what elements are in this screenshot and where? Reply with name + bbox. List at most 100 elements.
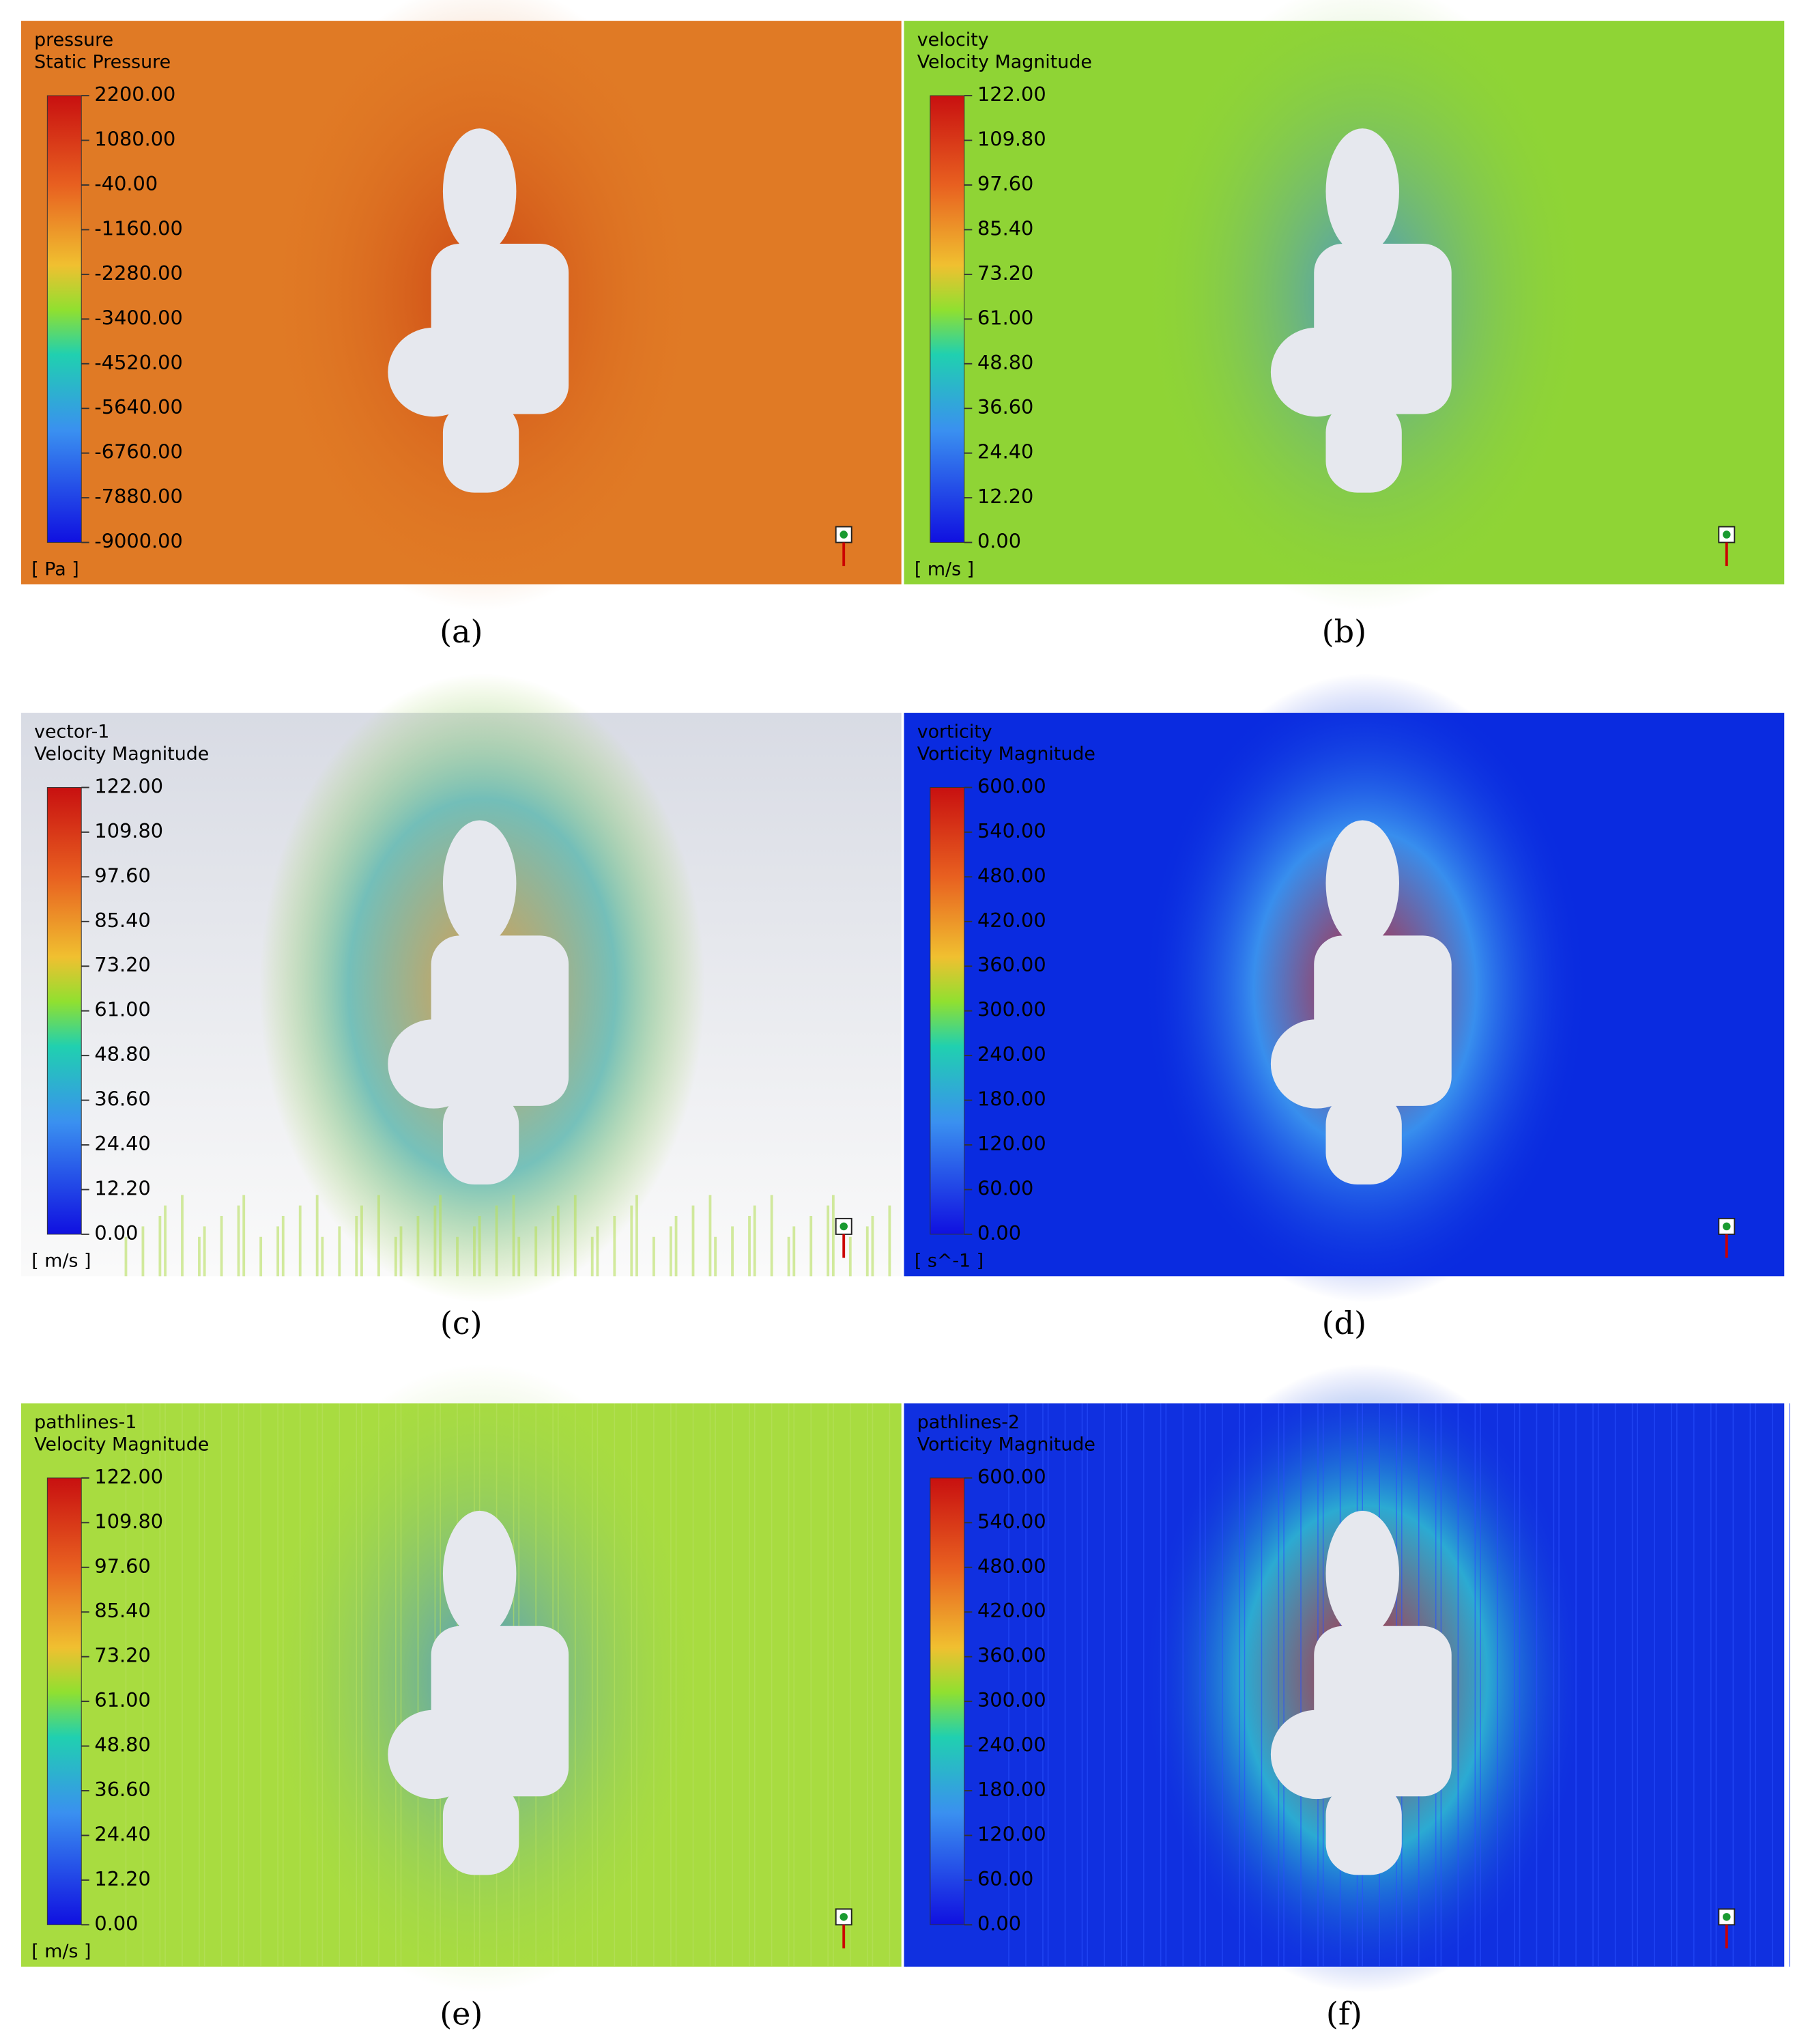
legs (442, 1783, 519, 1875)
colorbar-tick-label: 300.00 (977, 998, 1046, 1021)
legend-title: Velocity Magnitude (34, 1434, 209, 1455)
colorbar-tick-label: 240.00 (977, 1042, 1046, 1066)
colorbar-tick-label: 12.20 (94, 1176, 150, 1200)
colorbar-tick-label: 73.20 (94, 953, 150, 976)
colorbar-tick-label: -4520.00 (94, 351, 182, 374)
colorbar-tick-label: 180.00 (977, 1088, 1046, 1111)
colorbar-tick-label: 12.20 (94, 1867, 150, 1890)
colorbar-tick-label: 109.80 (977, 128, 1046, 151)
colorbar-tick-label: 600.00 (977, 1465, 1046, 1488)
legs (1325, 1783, 1402, 1875)
colorbar-tick-label: 36.60 (977, 395, 1033, 418)
hip (388, 1709, 480, 1800)
colorbar-tick-label: 97.60 (94, 1555, 150, 1578)
colorbar-tick-label: 12.20 (977, 485, 1033, 508)
head (1325, 820, 1399, 946)
legend-title: Vorticity Magnitude (917, 1434, 1095, 1455)
colorbar (930, 1477, 965, 1925)
unit-label: [ m/s ] (31, 1251, 91, 1272)
legs (1325, 1092, 1402, 1184)
colorbar-tick-label: 48.80 (94, 1042, 150, 1066)
colorbar (46, 95, 82, 543)
legend-title: pathlines-1 (34, 1412, 137, 1433)
colorbar (46, 786, 82, 1235)
body-silhouette (388, 1510, 569, 1875)
axis-triad (840, 1222, 848, 1231)
colorbar-tick-label: 0.00 (977, 530, 1021, 553)
colorbar-tick-label: 420.00 (977, 909, 1046, 932)
body-silhouette (388, 820, 569, 1184)
colorbar-tick-label: -2280.00 (94, 261, 182, 285)
legend-title: vorticity (917, 721, 992, 742)
unit-label: [ m/s ] (915, 558, 974, 580)
colorbar-tick-label: 0.00 (977, 1221, 1021, 1245)
colorbar (930, 95, 965, 543)
colorbar-tick-label: 60.00 (977, 1867, 1033, 1890)
unit-label: [ m/s ] (31, 1941, 91, 1962)
legs (1325, 401, 1402, 493)
colorbar-tick-label: 85.40 (94, 909, 150, 932)
axis-triad (840, 1913, 848, 1921)
head (442, 820, 517, 946)
hip (388, 327, 480, 417)
colorbar-tick-label: 120.00 (977, 1822, 1046, 1845)
colorbar-tick-label: 360.00 (977, 953, 1046, 976)
legs (442, 401, 519, 493)
colorbar-tick-label: -40.00 (94, 172, 158, 195)
colorbar (930, 786, 965, 1235)
unit-label: [ Pa ] (31, 558, 78, 580)
colorbar-tick-label: 97.60 (94, 864, 150, 887)
colorbar-tick-label: 61.00 (94, 1688, 150, 1712)
colorbar-tick-label: 24.40 (94, 1822, 150, 1845)
colorbar-tick-label: 420.00 (977, 1599, 1046, 1622)
colorbar-tick-label: 60.00 (977, 1176, 1033, 1200)
colorbar-tick-label: 85.40 (94, 1599, 150, 1622)
colorbar-tick-label: 61.00 (977, 306, 1033, 329)
colorbar (46, 1477, 82, 1925)
colorbar-tick-label: 24.40 (977, 440, 1033, 464)
legend-title: Static Pressure (34, 52, 171, 73)
colorbar-tick-label: 24.40 (94, 1132, 150, 1155)
panel-caption: (e) (440, 1996, 483, 2032)
legend-title: Vorticity Magnitude (917, 743, 1095, 765)
head (1325, 1510, 1399, 1637)
colorbar-tick-label: 540.00 (977, 819, 1046, 842)
panel-caption: (c) (440, 1305, 483, 1342)
head (442, 1510, 517, 1637)
panel-caption: (d) (1322, 1305, 1366, 1342)
colorbar-tick-label: 48.80 (977, 351, 1033, 374)
colorbar-tick-label: 2200.00 (94, 83, 175, 106)
axis-triad (840, 530, 848, 539)
legend-title: Velocity Magnitude (917, 52, 1092, 73)
head (1325, 128, 1399, 255)
colorbar-tick-label: 0.00 (94, 1221, 138, 1245)
colorbar-tick-label: 36.60 (94, 1088, 150, 1111)
colorbar-tick-label: 540.00 (977, 1509, 1046, 1533)
colorbar-tick-label: 480.00 (977, 864, 1046, 887)
body-silhouette (1270, 1510, 1452, 1875)
hip (1270, 1019, 1363, 1109)
colorbar-tick-label: 73.20 (94, 1644, 150, 1667)
legend-title: velocity (917, 29, 989, 51)
hip (388, 1019, 480, 1109)
colorbar-tick-label: 97.60 (977, 172, 1033, 195)
colorbar-tick-label: -7880.00 (94, 485, 182, 508)
panel-caption: (a) (440, 613, 483, 650)
colorbar-tick-label: -5640.00 (94, 395, 182, 418)
colorbar-tick-label: 36.60 (94, 1778, 150, 1801)
colorbar-tick-label: 122.00 (977, 83, 1046, 106)
axis-triad (1723, 1913, 1731, 1921)
body-silhouette (388, 128, 569, 493)
colorbar-tick-label: 109.80 (94, 1509, 163, 1533)
colorbar-tick-label: -1160.00 (94, 216, 182, 240)
legend-title: vector-1 (34, 721, 109, 742)
panel-caption: (f) (1326, 1996, 1362, 2032)
colorbar-tick-label: 360.00 (977, 1644, 1046, 1667)
legend-title: Velocity Magnitude (34, 743, 209, 765)
